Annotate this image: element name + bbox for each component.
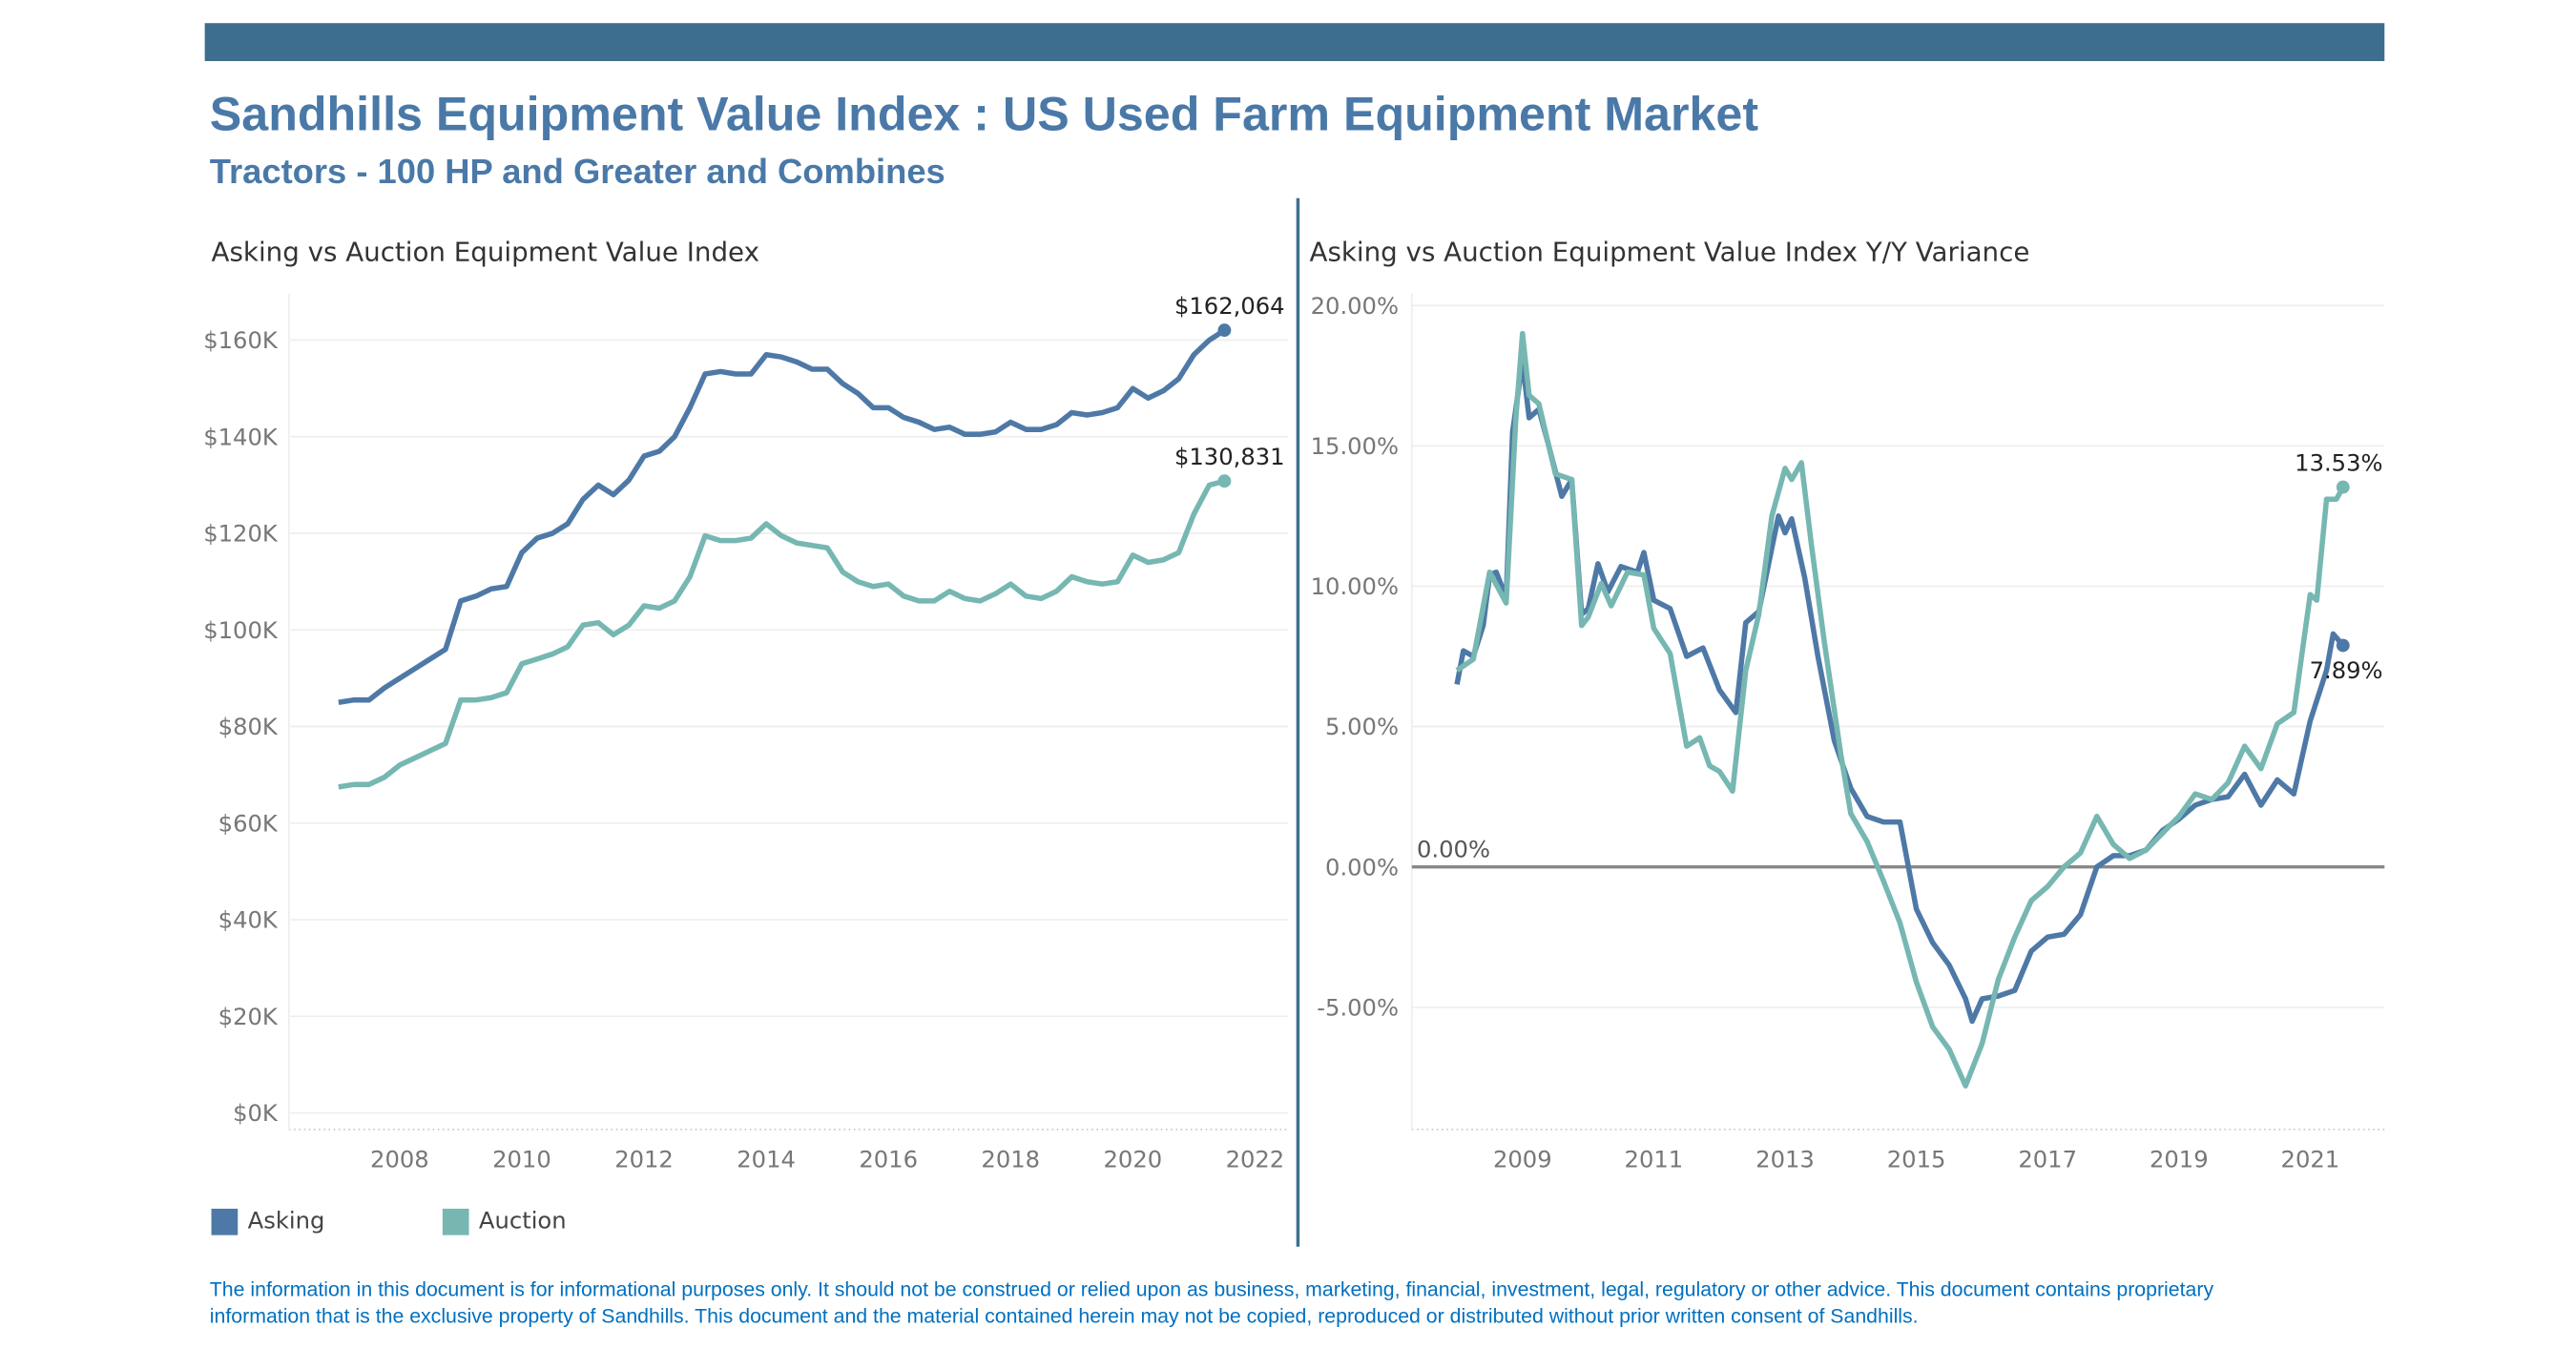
index-chart: $0K $20K $40K $60K $80K $100K $120K $140K $160K 2… [203,293,1289,1173]
y-tick-label: $80K [218,714,279,740]
end-label-auction: $130,831 [1174,444,1285,470]
end-label-asking: $162,064 [1174,293,1285,320]
series-line-asking [338,327,1226,706]
y-tick-label: $60K [218,810,279,837]
zero-reference-label: 0.00% [1417,836,1490,862]
series-line-auction [1455,330,2346,1089]
x-tick-label: 2009 [1493,1147,1552,1173]
y-tick-label: $140K [203,424,279,450]
end-label-asking: 7.89% [2310,657,2383,684]
x-tick-label: 2016 [859,1147,918,1173]
y-tick-label: $120K [203,521,279,548]
legend-label-auction: Auction [478,1208,567,1235]
x-tick-label: 2010 [492,1147,551,1173]
end-point-asking [2336,638,2350,653]
y-tick-label: 20.00% [1311,293,1399,320]
x-tick-label: 2011 [1625,1147,1684,1173]
y-tick-label: $20K [218,1004,279,1030]
y-tick-label: -5.00% [1317,994,1399,1021]
y-tick-label: 0.00% [1325,854,1399,881]
end-point-auction [2336,480,2350,494]
x-tick-label: 2017 [2018,1147,2077,1173]
disclaimer-line-2: information that is the exclusive proper… [209,1304,1919,1328]
divider [1296,197,1300,1247]
y-tick-label: 15.00% [1311,433,1399,460]
end-label-auction: 13.53% [2295,449,2382,476]
end-point-auction [1217,474,1232,488]
x-tick-label: 2021 [2281,1147,2340,1173]
y-tick-label: $160K [203,327,279,354]
page-title: Sandhills Equipment Value Index : US Use… [209,89,1759,142]
legend-swatch-asking [211,1208,239,1235]
x-tick-label: 2008 [370,1147,429,1173]
top-banner [204,23,2385,62]
legend-swatch-auction [442,1208,469,1235]
x-tick-label: 2020 [1104,1147,1163,1173]
x-tick-label: 2014 [737,1147,796,1173]
y-tick-label: $0K [233,1100,279,1127]
y-tick-label: 10.00% [1311,573,1399,600]
left-chart-title: Asking vs Auction Equipment Value Index [211,236,759,268]
variance-chart: -5.00% 0.00% 5.00% 10.00% 15.00% 20.00% 2009 20… [1311,293,2385,1173]
legend-label-asking: Asking [247,1208,325,1235]
y-tick-label: $40K [218,907,279,934]
right-chart-title: Asking vs Auction Equipment Value Index … [1309,236,2030,268]
x-tick-label: 2018 [981,1147,1040,1173]
x-tick-label: 2012 [614,1147,674,1173]
series-line-auction [338,478,1226,790]
page-subtitle: Tractors - 100 HP and Greater and Combin… [209,153,945,192]
disclaimer-line-1: The information in this document is for … [209,1277,2214,1301]
x-tick-label: 2015 [1887,1147,1946,1173]
y-tick-label: 5.00% [1325,714,1399,740]
y-tick-label: $100K [203,617,279,644]
end-point-asking [1217,323,1232,338]
x-tick-label: 2013 [1755,1147,1815,1173]
x-tick-label: 2022 [1226,1147,1285,1173]
x-tick-label: 2019 [2150,1147,2209,1173]
